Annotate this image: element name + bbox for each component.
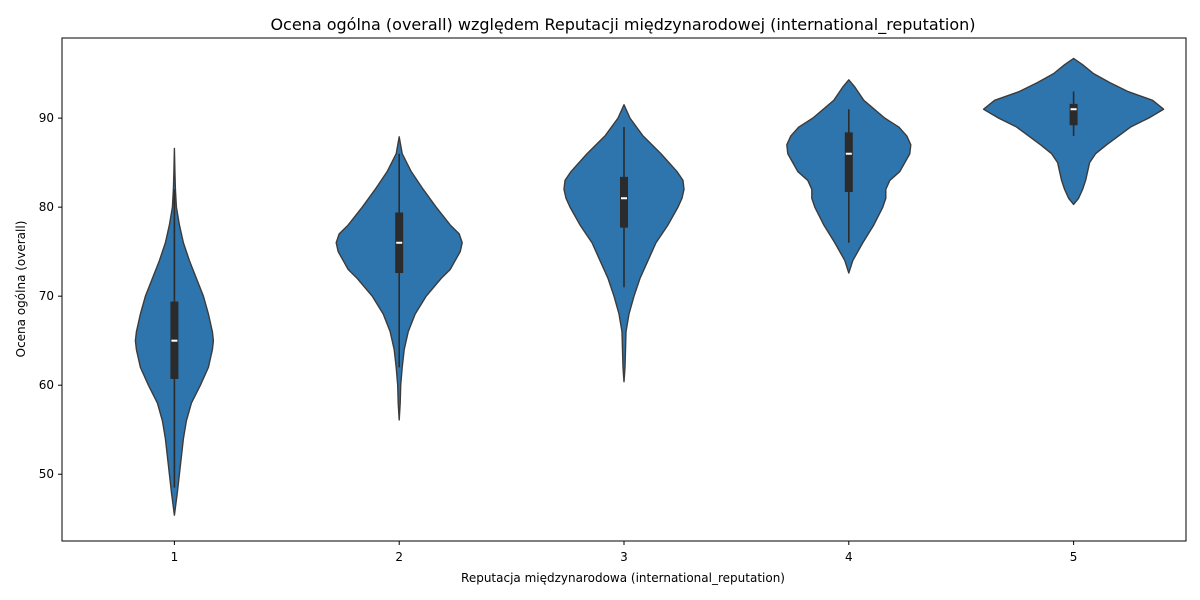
violin-box-4 <box>844 132 853 193</box>
violin-box-5 <box>1069 103 1078 126</box>
plot-frame <box>61 37 1187 542</box>
x-tick-label-4: 4 <box>845 550 853 564</box>
y-tick-label-90: 90 <box>39 111 54 125</box>
x-axis-label: Reputacja międzynarodowa (international_… <box>461 571 785 585</box>
violin-4 <box>786 79 912 274</box>
violin-2 <box>335 136 463 421</box>
violin-1 <box>134 147 215 516</box>
x-tick-label-2: 2 <box>395 550 403 564</box>
y-tick-label-80: 80 <box>39 200 54 214</box>
violin-3 <box>563 104 685 383</box>
x-tick-label-3: 3 <box>620 550 628 564</box>
x-axis: 1 2 3 4 5 <box>171 541 1078 564</box>
y-axis: 50 60 70 80 90 <box>39 111 62 481</box>
violin-box-3 <box>620 176 628 228</box>
y-tick-label-50: 50 <box>39 467 54 481</box>
x-tick-label-5: 5 <box>1070 550 1078 564</box>
y-tick-label-70: 70 <box>39 289 54 303</box>
violins-layer <box>134 57 1165 516</box>
y-axis-label: Ocena ogólna (overall) <box>14 221 28 358</box>
chart-title: Ocena ogólna (overall) względem Reputacj… <box>270 15 975 35</box>
violin-5 <box>982 57 1165 206</box>
y-tick-label-60: 60 <box>39 378 54 392</box>
x-tick-label-1: 1 <box>171 550 179 564</box>
